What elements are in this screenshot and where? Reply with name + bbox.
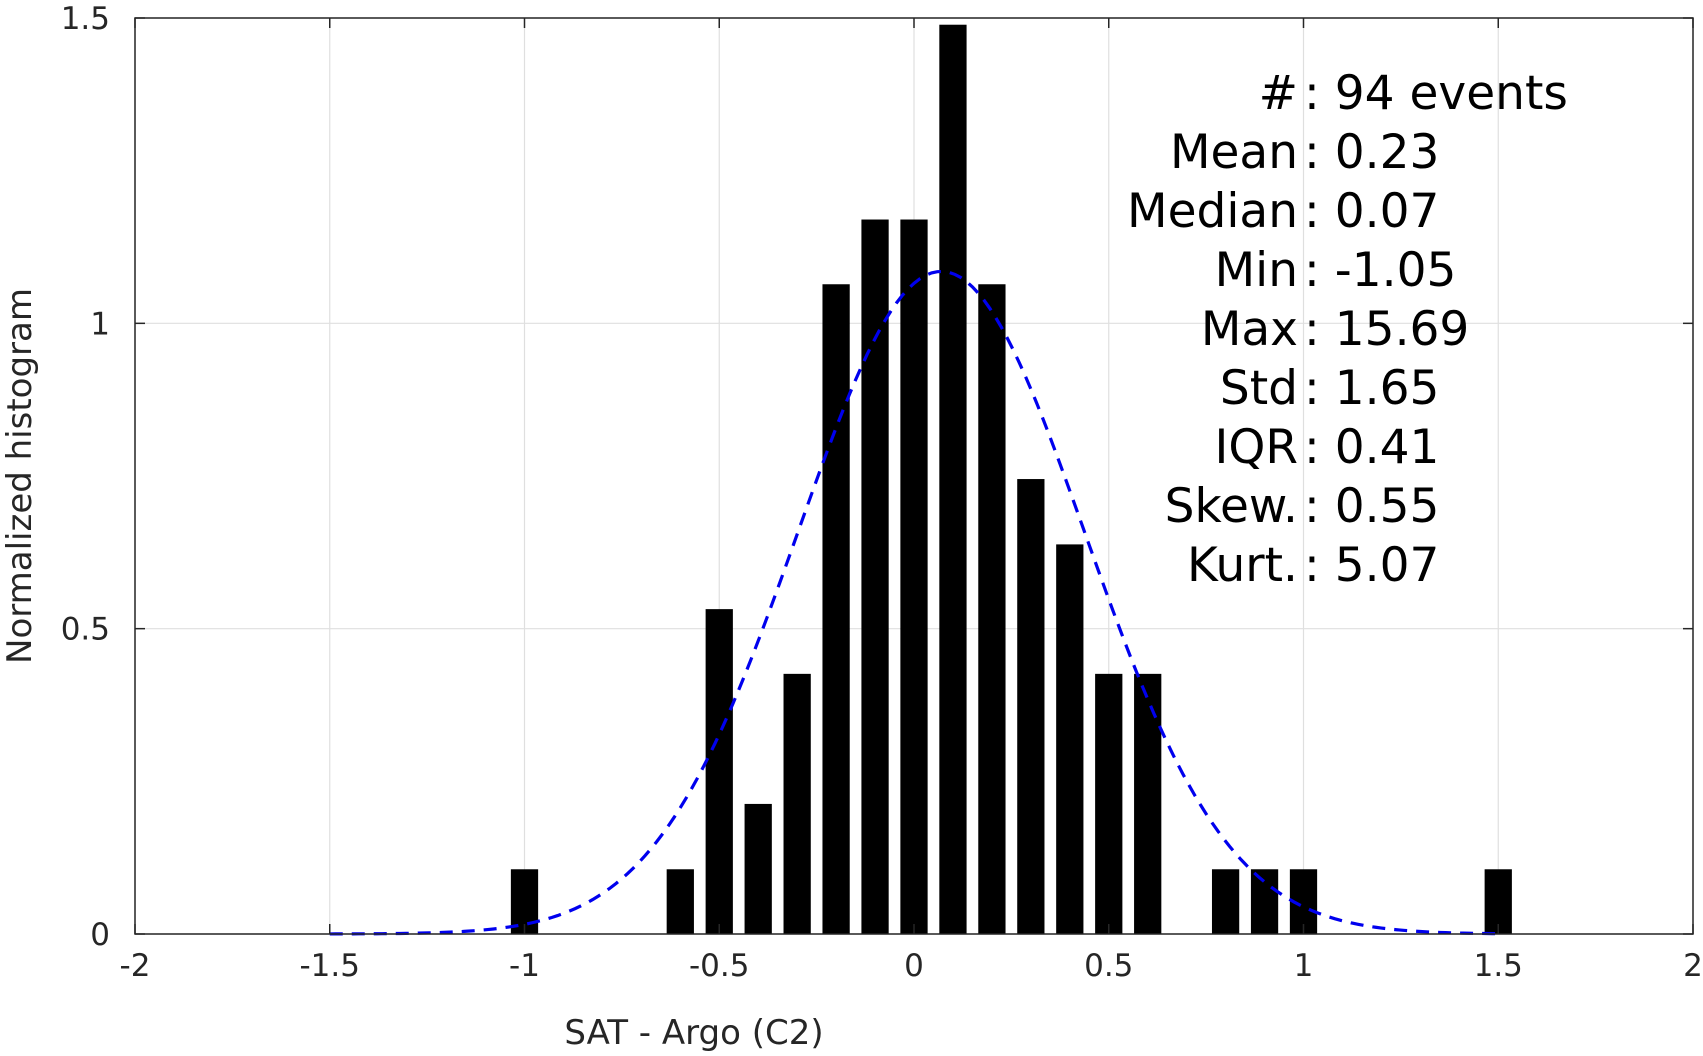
stats-key: Min [1215, 243, 1298, 298]
stats-line: Skew.: 0.55 [1165, 479, 1440, 534]
stats-key: Kurt. [1187, 538, 1298, 593]
stats-line: Mean: 0.23 [1170, 125, 1440, 180]
stats-value: : 0.07 [1304, 184, 1439, 239]
stats-line: #: 94 events [1259, 66, 1568, 121]
stats-key: Max [1201, 302, 1298, 357]
y-tick-label: 0 [90, 917, 110, 953]
x-tick-label: -0.5 [689, 948, 750, 984]
histogram-bar [1250, 869, 1279, 934]
x-tick-label: 1 [1294, 948, 1314, 984]
stats-key: Std [1220, 361, 1298, 416]
histogram-bars [510, 24, 1512, 934]
stats-value: : 94 events [1304, 66, 1568, 121]
stats-value: : 1.65 [1304, 361, 1439, 416]
x-tick-labels: -2 -1.5 -1 -0.5 0 0.5 1 1.5 2 [120, 948, 1703, 984]
y-axis-title: Normalized histogram [0, 288, 40, 664]
y-tick-label: 1 [90, 306, 110, 342]
x-tick-label: -1.5 [300, 948, 361, 984]
stats-key: IQR [1214, 420, 1298, 475]
fit-curve-layer [329, 269, 1499, 936]
stats-key: # [1259, 66, 1298, 121]
stats-line: Median: 0.07 [1127, 184, 1439, 239]
histogram-bar [783, 673, 811, 934]
histogram-bar [1134, 673, 1162, 934]
x-tick-label: -1 [509, 948, 540, 984]
stats-value: : -1.05 [1304, 243, 1456, 298]
x-tick-label: 0 [904, 948, 924, 984]
histogram-bar [822, 284, 850, 934]
fit-curve [329, 269, 1499, 936]
stats-value: : 5.07 [1304, 538, 1439, 593]
stats-key: Mean [1170, 125, 1298, 180]
stats-value: : 0.41 [1304, 420, 1439, 475]
stats-line: Std: 1.65 [1220, 361, 1440, 416]
stats-key: Median [1127, 184, 1298, 239]
histogram-bar [666, 869, 694, 934]
histogram-bar [705, 609, 733, 934]
histogram-bar [1484, 869, 1512, 934]
stats-value: : 0.55 [1304, 479, 1439, 534]
stats-line: IQR: 0.41 [1214, 420, 1439, 475]
stats-line: Kurt.: 5.07 [1187, 538, 1439, 593]
histogram-bar [1056, 544, 1084, 934]
axes [134, 17, 1694, 935]
stats-key: Skew. [1165, 479, 1298, 534]
histogram-bar [861, 219, 889, 934]
histogram-bar [1211, 869, 1240, 934]
y-tick-label: 1.5 [61, 1, 110, 37]
stats-line: Min: -1.05 [1215, 243, 1457, 298]
x-tick-label: 0.5 [1084, 948, 1133, 984]
y-tick-label: 0.5 [61, 612, 110, 648]
histogram-bar [900, 219, 928, 934]
histogram-bar [1095, 673, 1123, 934]
stats-value: : 15.69 [1304, 302, 1469, 357]
histogram-bar [1017, 479, 1045, 934]
x-tick-label: 2 [1683, 948, 1703, 984]
stats-line: Max: 15.69 [1201, 302, 1470, 357]
stats-value: : 0.23 [1304, 125, 1439, 180]
x-tick-label: 1.5 [1474, 948, 1523, 984]
y-tick-labels: 0 0.5 1 1.5 [61, 1, 110, 953]
x-tick-label: -2 [120, 948, 151, 984]
histogram-bar [939, 24, 967, 934]
x-axis-title: SAT - Argo (C2) [564, 1013, 823, 1053]
histogram-bar [744, 803, 772, 934]
histogram-bar [978, 284, 1006, 934]
